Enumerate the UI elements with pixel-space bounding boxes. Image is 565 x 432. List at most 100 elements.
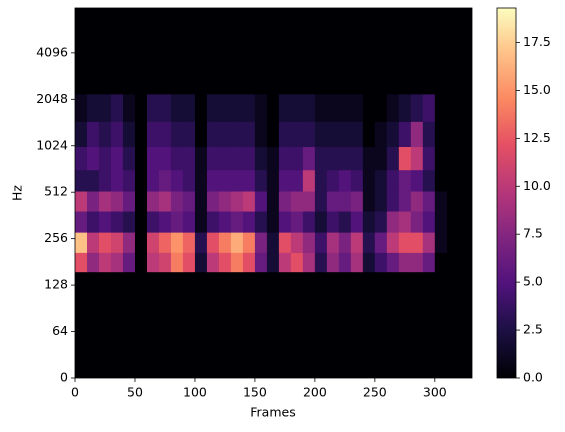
heatmap-cell xyxy=(290,94,304,122)
heatmap-cell xyxy=(206,252,220,273)
heatmap-cell xyxy=(218,121,232,147)
heatmap-cell xyxy=(434,211,448,233)
x-tick-label: 250 xyxy=(363,385,387,400)
heatmap-cell xyxy=(98,94,112,122)
heatmap-cell xyxy=(374,146,388,171)
heatmap-cell xyxy=(410,191,424,212)
heatmap-cell xyxy=(338,169,352,192)
heatmap-cell xyxy=(374,94,388,122)
heatmap-cell xyxy=(170,252,184,273)
heatmap-cell xyxy=(170,211,184,233)
heatmap-cell xyxy=(206,169,220,192)
heatmap-cell xyxy=(362,94,376,122)
heatmap-cell xyxy=(362,169,376,192)
heatmap-cell xyxy=(266,191,280,212)
heatmap-cell xyxy=(230,146,244,171)
heatmap-cell xyxy=(278,211,292,233)
heatmap-cell xyxy=(410,94,424,122)
x-tick-label: 50 xyxy=(127,385,143,400)
heatmap-cell xyxy=(122,169,136,192)
heatmap-cell xyxy=(86,252,100,273)
heatmap-cell xyxy=(158,169,172,192)
heatmap-cell xyxy=(350,146,364,171)
heatmap-cell xyxy=(314,211,328,233)
x-tick-label: 150 xyxy=(243,385,267,400)
heatmap-cell xyxy=(350,121,364,147)
heatmap-cell xyxy=(218,232,232,253)
heatmap-cell xyxy=(242,232,256,253)
heatmap-cell xyxy=(218,146,232,171)
heatmap-cell xyxy=(350,169,364,192)
heatmap-cell xyxy=(302,211,316,233)
heatmap-cell xyxy=(278,169,292,192)
heatmap-cell xyxy=(398,191,412,212)
heatmap-cell xyxy=(86,211,100,233)
colorbar xyxy=(496,7,517,379)
heatmap-cell xyxy=(110,232,124,253)
heatmap-cell xyxy=(410,252,424,273)
heatmap-cell xyxy=(170,121,184,147)
heatmap-cell xyxy=(410,146,424,171)
heatmap-cell xyxy=(86,232,100,253)
heatmap-cell xyxy=(182,191,196,212)
heatmap-cell xyxy=(374,232,388,253)
heatmap-cell xyxy=(110,121,124,147)
heatmap-cell xyxy=(98,169,112,192)
heatmap-cell xyxy=(158,146,172,171)
heatmap-cell xyxy=(326,191,340,212)
heatmap-cell xyxy=(146,121,160,147)
heatmap-cell xyxy=(422,211,436,233)
heatmap-cell xyxy=(122,252,136,273)
heatmap-cell xyxy=(75,121,88,147)
heatmap-cell xyxy=(122,191,136,212)
heatmap-cell xyxy=(194,252,208,273)
heatmap-cell xyxy=(134,232,148,253)
heatmap-cell xyxy=(230,232,244,253)
heatmap-cell xyxy=(242,211,256,233)
heatmap-cell xyxy=(254,252,268,273)
heatmap-cell xyxy=(434,232,448,253)
heatmap-cell xyxy=(194,121,208,147)
x-axis-label: Frames xyxy=(250,405,295,420)
heatmap-cell xyxy=(422,121,436,147)
heatmap-cell xyxy=(386,232,400,253)
heatmap-cell xyxy=(290,252,304,273)
heatmap-cell xyxy=(158,232,172,253)
heatmap-cell xyxy=(254,232,268,253)
heatmap-cell xyxy=(98,211,112,233)
heatmap-cell xyxy=(122,146,136,171)
heatmap-cell xyxy=(122,232,136,253)
heatmap-cell xyxy=(110,94,124,122)
heatmap-cell xyxy=(278,121,292,147)
heatmap-cell xyxy=(158,121,172,147)
x-tick-label: 200 xyxy=(303,385,327,400)
heatmap-cell xyxy=(434,94,448,122)
heatmap-cell xyxy=(242,94,256,122)
heatmap-cell xyxy=(422,169,436,192)
heatmap-cell xyxy=(290,146,304,171)
heatmap-cell xyxy=(410,232,424,253)
y-tick-label: 2048 xyxy=(36,91,68,106)
heatmap-cell xyxy=(254,169,268,192)
heatmap-cell xyxy=(314,169,328,192)
heatmap-cell xyxy=(386,169,400,192)
y-tick-label: 128 xyxy=(44,277,68,292)
heatmap-cell xyxy=(422,94,436,122)
y-tick-label: 1024 xyxy=(36,137,68,152)
heatmap-cell xyxy=(86,169,100,192)
y-tick-label: 64 xyxy=(52,323,68,338)
heatmap-cell xyxy=(98,252,112,273)
heatmap-cell xyxy=(362,146,376,171)
heatmap-cell xyxy=(146,146,160,171)
heatmap-cell xyxy=(386,121,400,147)
heatmap-cell xyxy=(362,191,376,212)
heatmap-cell xyxy=(254,94,268,122)
colorbar-tick-label: 17.5 xyxy=(523,34,551,49)
heatmap-cell xyxy=(182,232,196,253)
heatmap-cell xyxy=(362,252,376,273)
heatmap-cell xyxy=(242,169,256,192)
colorbar-tick-label: 5.0 xyxy=(523,274,543,289)
heatmap-cell xyxy=(314,94,328,122)
heatmap-cell xyxy=(434,146,448,171)
